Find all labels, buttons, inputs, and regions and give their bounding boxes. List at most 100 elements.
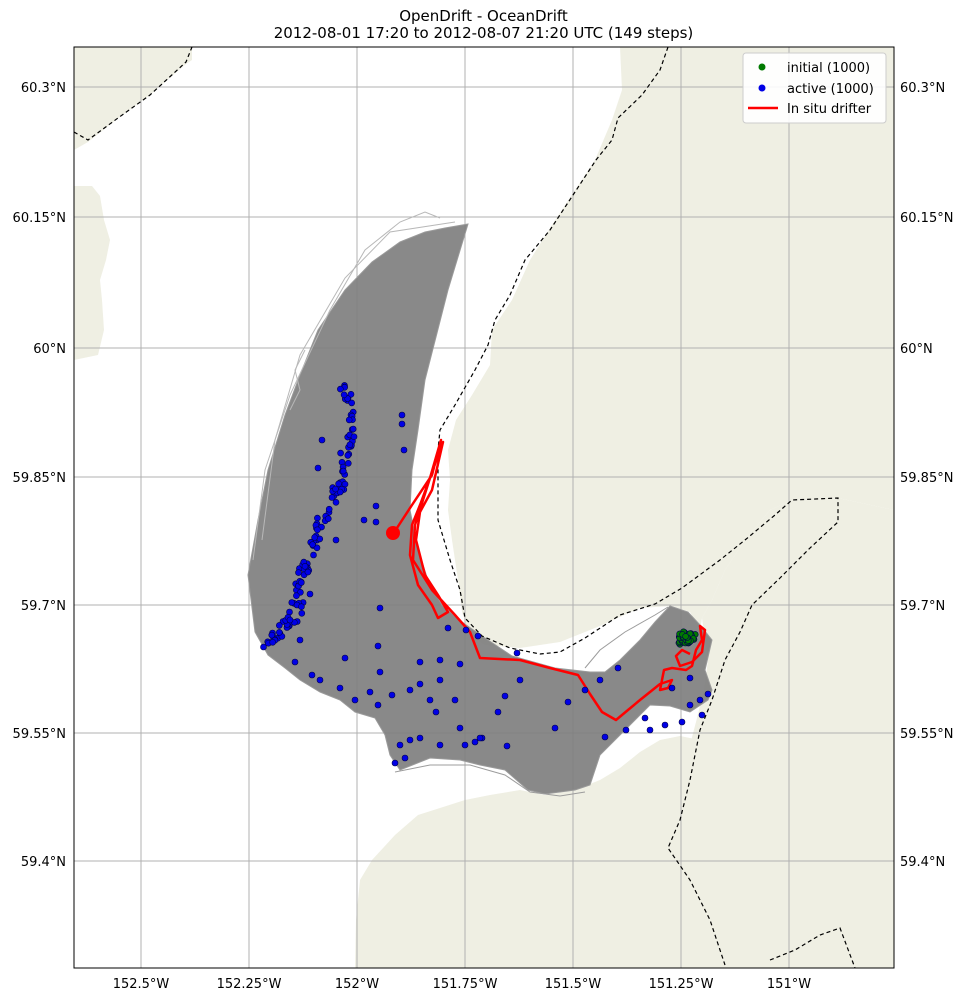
active-particle [614,664,622,672]
active-particle [641,714,649,722]
active-particle [298,603,305,611]
active-particle [328,494,336,501]
in-situ-drifter-track [391,438,707,722]
active-particle [416,680,424,688]
lat-tick-label: 60°N [900,342,933,357]
active-particle [388,691,396,699]
lat-tick-label: 60.15°N [900,211,953,226]
active-particle [268,631,276,639]
active-particle [704,690,712,698]
initial-particles [675,628,699,648]
active-particle [461,741,469,749]
active-particle [313,544,321,552]
active-particle [462,626,470,634]
lat-tick-label: 60.3°N [900,81,945,96]
active-particle [476,734,484,742]
active-particle [340,391,348,399]
active-particle [336,684,344,692]
active-particle [471,738,479,746]
active-particle [456,724,464,732]
active-particle [336,488,344,496]
active-particle [366,688,374,696]
active-particle [309,541,316,548]
active-particle [291,658,299,666]
active-particle [288,599,296,606]
legend-box [742,52,887,124]
legend-initial-marker [758,63,766,71]
lat-tick-label: 59.7°N [21,599,66,614]
active-particle [451,696,459,704]
lat-labels-right: 60.3°N 60.15°N 60°N 59.85°N 59.7°N 59.55… [900,81,953,870]
lon-labels-bottom: 152.5°W 152.25°W 152°W 151.75°W 151.5°W … [113,977,812,992]
active-particle [436,676,444,684]
legend-drifter-label: In situ drifter [787,102,872,117]
lat-tick-label: 60°N [33,342,66,357]
active-particle [360,516,368,524]
active-particle [339,467,347,475]
active-particle [275,622,283,629]
active-particle [406,736,414,744]
active-particle [416,734,424,742]
active-particle [346,441,354,449]
active-particle [318,436,326,444]
plot-frame [73,46,895,969]
lon-tick-label: 151.5°W [545,977,602,992]
lat-tick-label: 59.85°N [900,471,953,486]
active-particle [501,692,509,700]
active-particle [314,526,321,534]
active-particle [601,733,609,741]
active-particle [456,660,464,668]
active-particle [332,536,340,544]
active-particle [376,604,384,612]
active-particle [297,579,305,586]
active-particle [335,480,342,488]
active-particle [661,721,669,729]
active-particle [269,638,277,646]
active-particle [646,726,654,734]
active-particle [678,718,686,726]
active-particle [551,724,559,732]
active-particle [372,502,380,510]
active-particle [596,676,604,684]
active-particle [698,711,706,719]
lat-tick-label: 59.55°N [900,727,953,742]
active-particle [494,708,502,716]
lat-tick-label: 59.4°N [900,855,945,870]
active-particle [686,701,694,709]
lat-tick-label: 59.7°N [900,599,945,614]
active-particle [332,498,340,506]
active-particle [344,459,352,467]
active-particle [668,684,676,692]
active-particle [444,624,452,632]
active-particle [296,636,304,644]
active-particle [304,568,312,576]
legend-active-marker [758,84,766,92]
active-particle [350,433,358,441]
active-particle [310,551,317,559]
active-particle [337,449,344,457]
legend-active-label: active (1000) [787,82,874,97]
active-particle [314,514,321,522]
lat-tick-label: 60.3°N [21,81,66,96]
active-particle [306,590,314,598]
active-particle [474,632,482,640]
coastline-boundary [74,47,856,968]
active-particle [400,446,408,454]
active-particle [298,609,306,617]
active-particle [516,676,524,684]
active-particle [308,671,316,679]
active-particle [345,416,353,424]
active-particle [293,592,300,600]
active-particle [260,643,267,651]
legend-initial-label: initial (1000) [787,61,870,76]
active-particle [344,452,352,459]
lon-tick-label: 151.75°W [433,977,498,992]
active-particle [696,696,704,704]
active-particle [351,696,359,704]
active-particle [436,741,444,749]
active-particle [426,696,434,704]
active-particle [286,616,294,624]
initial-particle [682,633,689,640]
active-particle [406,686,414,694]
